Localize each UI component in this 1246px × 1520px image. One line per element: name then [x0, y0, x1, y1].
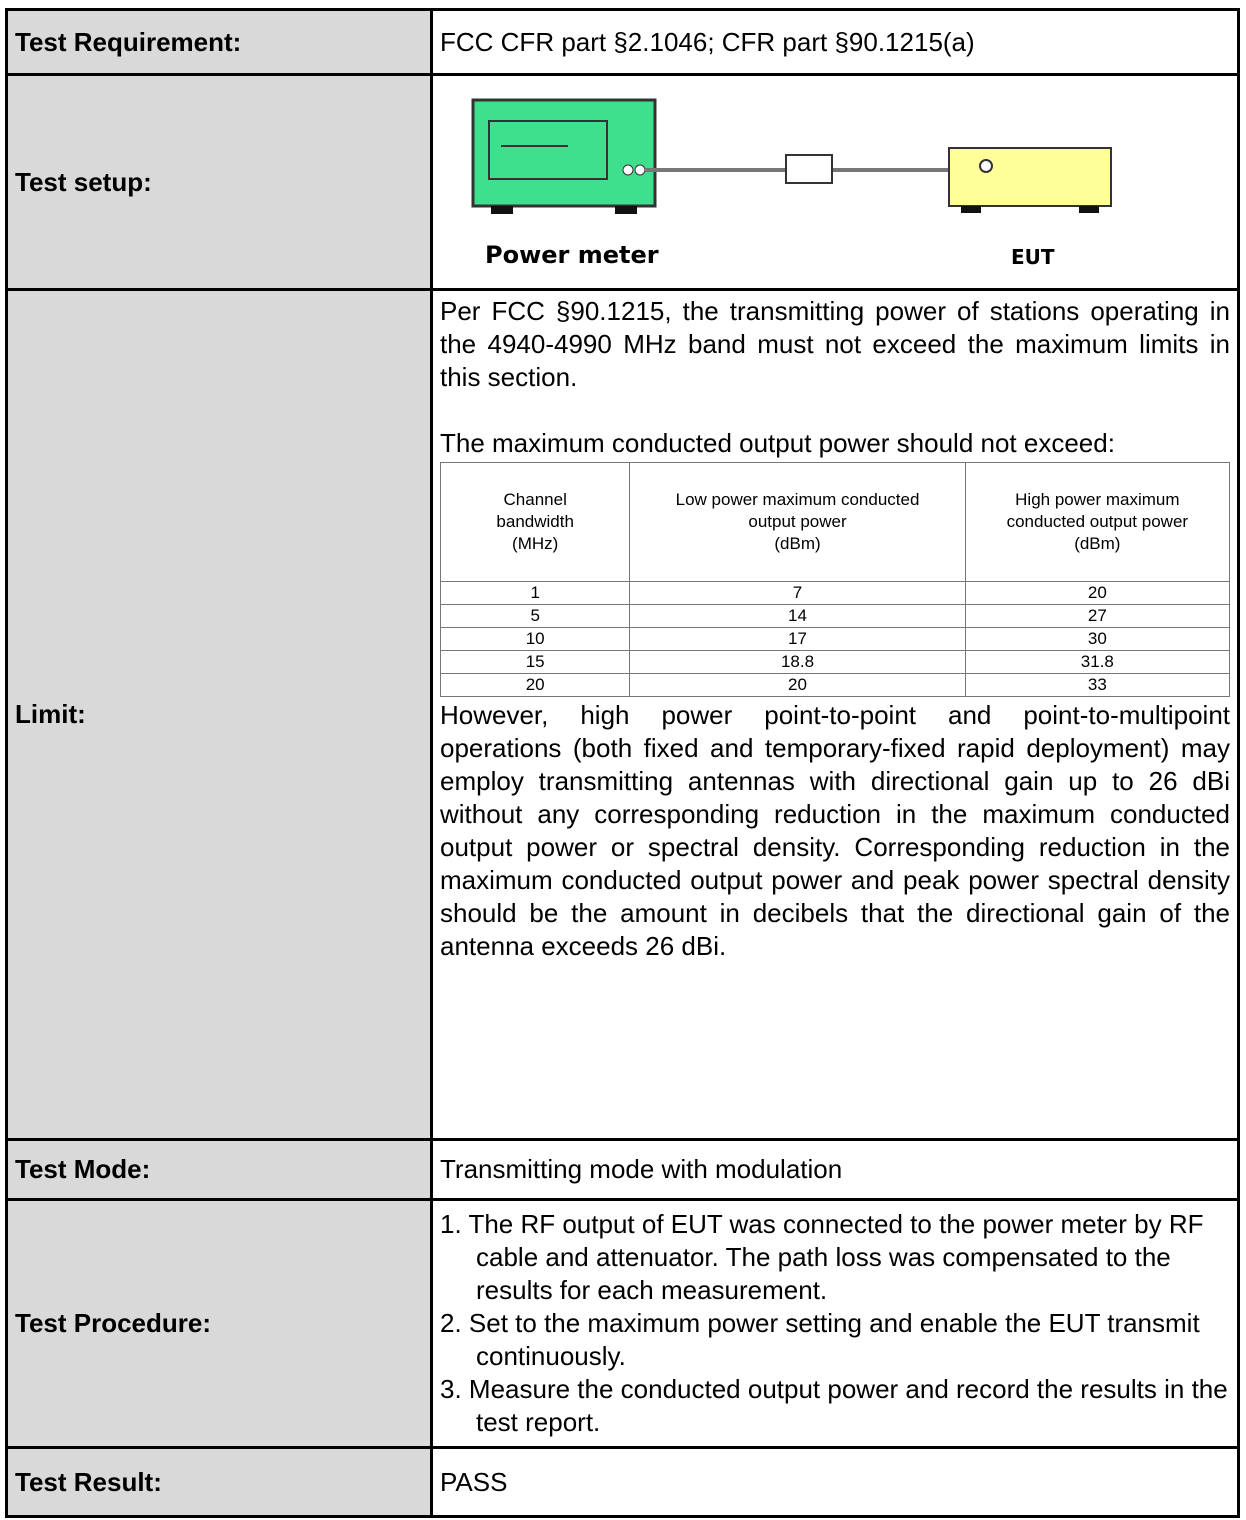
table-cell: 33: [964, 673, 1231, 697]
header-cell: Low power maximum conducted output power (…: [629, 462, 966, 582]
label: Test Procedure:: [5, 1198, 433, 1449]
limit-content: Per FCC §90.1215, the transmitting power…: [430, 288, 1240, 1141]
content: PASS: [430, 1446, 1240, 1518]
test-table: Test Requirement: FCC CFR part §2.1046; …: [5, 8, 1240, 1518]
table-cell: 20: [964, 581, 1231, 605]
table-cell: 7: [629, 581, 966, 605]
foot: [615, 206, 637, 214]
label: Test Requirement:: [5, 8, 433, 76]
label: Limit:: [5, 288, 433, 1141]
header-cell: Channel bandwidth (MHz): [439, 462, 631, 582]
table-cell: 14: [629, 604, 966, 628]
diagram-label: EUT: [1011, 245, 1055, 269]
header-line: (dBm): [774, 534, 821, 553]
foot: [1079, 206, 1099, 213]
paragraph: The maximum conducted output power shoul…: [440, 428, 1115, 458]
header-line: bandwidth: [496, 512, 574, 531]
row: Test Mode: Transmitting mode with modula…: [5, 1138, 1240, 1201]
procedure: 1. The RF output of EUT was connected to…: [430, 1198, 1240, 1449]
foot: [961, 206, 981, 213]
row: Test Requirement: FCC CFR part §2.1046; …: [5, 8, 1240, 76]
diagram-cell: Power meter EUT: [430, 73, 1240, 291]
header-line: (dBm): [1074, 534, 1121, 553]
step: 3. Measure the conducted output power an…: [440, 1374, 1228, 1437]
label: Test Result:: [5, 1446, 433, 1518]
port: [622, 164, 634, 176]
header-line: output power: [748, 512, 847, 531]
paragraph: However, high power point-to-point and p…: [440, 700, 1230, 961]
port: [979, 159, 993, 173]
table-cell: 15: [439, 650, 631, 674]
table-row: 5 14 27: [439, 604, 1231, 628]
header-cell: High power maximum conducted output power…: [964, 462, 1231, 582]
diagram-label: Power meter: [485, 241, 659, 269]
header-line: (MHz): [512, 534, 559, 553]
row: Test Result: PASS: [5, 1446, 1240, 1518]
table-row: 15 18.8 31.8: [439, 650, 1231, 674]
table-cell: 20: [439, 673, 631, 697]
table-cell: 18.8: [629, 650, 966, 674]
attenuator: [785, 154, 833, 184]
label: Test Mode:: [5, 1138, 433, 1201]
table-cell: 31.8: [964, 650, 1231, 674]
table-cell: 20: [629, 673, 966, 697]
header-line: Channel: [503, 490, 567, 509]
table-cell: 27: [964, 604, 1231, 628]
paragraph: Per FCC §90.1215, the transmitting power…: [440, 296, 1230, 392]
table-cell: 17: [629, 627, 966, 651]
foot: [491, 206, 513, 214]
table-cell: 10: [439, 627, 631, 651]
table-cell: 30: [964, 627, 1231, 651]
header-line: High power maximum: [1015, 490, 1180, 509]
header-line: Low power maximum conducted: [675, 490, 920, 509]
table-cell: 5: [439, 604, 631, 628]
row: Test setup: Power meter EUT: [5, 73, 1240, 291]
setup-diagram: Power meter EUT: [471, 98, 1112, 269]
table-row: 20 20 33: [439, 673, 1231, 697]
table-row: 1 7 20: [439, 581, 1231, 605]
table-row: 10 17 30: [439, 627, 1231, 651]
screen: [488, 120, 608, 180]
row: Limit: Per FCC §90.1215, the transmittin…: [5, 288, 1240, 1141]
step: 2. Set to the maximum power setting and …: [440, 1308, 1200, 1371]
content: FCC CFR part §2.1046; CFR part §90.1215(…: [430, 8, 1240, 76]
header-line: conducted output power: [1006, 512, 1189, 531]
row: Test Procedure: 1. The RF output of EUT …: [5, 1198, 1240, 1449]
table-cell: 1: [439, 581, 631, 605]
label: Test setup:: [5, 73, 433, 291]
header-row: Channel bandwidth (MHz) Low power maximum c…: [439, 462, 1231, 582]
step: 1. The RF output of EUT was connected to…: [440, 1209, 1204, 1305]
content: Transmitting mode with modulation: [430, 1138, 1240, 1201]
limit-table: Channel bandwidth (MHz) Low power maximum c…: [439, 462, 1231, 697]
port: [634, 164, 646, 176]
limit-body: 1 7 20 5 14 27 10 17 30 15 18.8 31.8 20 20 33: [439, 581, 1231, 697]
eut: [948, 147, 1112, 207]
